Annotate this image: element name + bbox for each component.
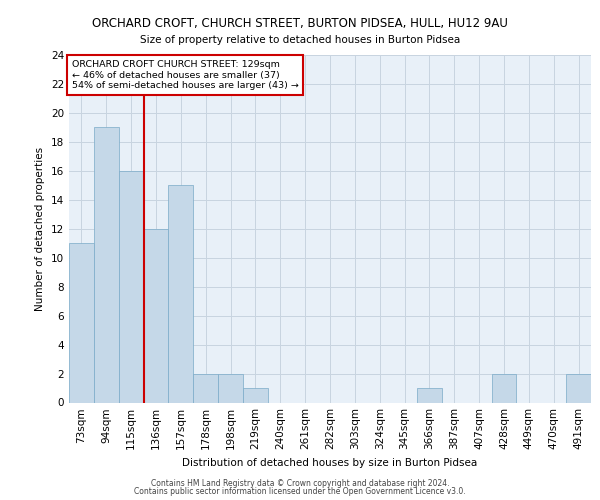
Text: Contains HM Land Registry data © Crown copyright and database right 2024.: Contains HM Land Registry data © Crown c… [151, 478, 449, 488]
Bar [218, 374, 243, 402]
Bar [143, 229, 169, 402]
Bar [169, 186, 193, 402]
Bar [193, 374, 218, 402]
Bar [566, 374, 591, 402]
Text: ORCHARD CROFT, CHURCH STREET, BURTON PIDSEA, HULL, HU12 9AU: ORCHARD CROFT, CHURCH STREET, BURTON PID… [92, 18, 508, 30]
Bar [94, 128, 119, 402]
Text: Contains public sector information licensed under the Open Government Licence v3: Contains public sector information licen… [134, 487, 466, 496]
Bar [119, 171, 143, 402]
Y-axis label: Number of detached properties: Number of detached properties [35, 146, 46, 311]
Text: ORCHARD CROFT CHURCH STREET: 129sqm
← 46% of detached houses are smaller (37)
54: ORCHARD CROFT CHURCH STREET: 129sqm ← 46… [71, 60, 298, 90]
Bar [417, 388, 442, 402]
Text: Size of property relative to detached houses in Burton Pidsea: Size of property relative to detached ho… [140, 35, 460, 45]
Bar [69, 243, 94, 402]
Bar [243, 388, 268, 402]
Bar [491, 374, 517, 402]
X-axis label: Distribution of detached houses by size in Burton Pidsea: Distribution of detached houses by size … [182, 458, 478, 468]
